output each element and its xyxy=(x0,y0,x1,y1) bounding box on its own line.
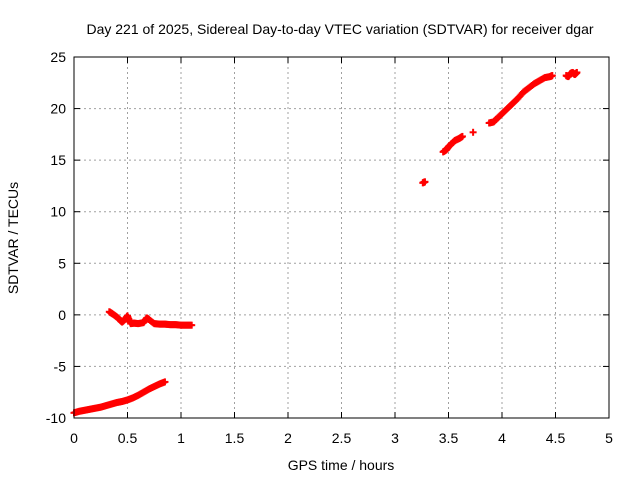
data-point xyxy=(548,72,556,80)
x-tick-label: 3 xyxy=(391,430,399,446)
chart-title: Day 221 of 2025, Sidereal Day-to-day VTE… xyxy=(86,21,593,37)
x-tick-label: 2.5 xyxy=(332,430,352,446)
y-tick-label: 10 xyxy=(50,204,66,220)
y-tick-labels: -10 -5 0 5 10 15 20 25 xyxy=(46,49,66,426)
y-tick-label: 15 xyxy=(50,152,66,168)
x-tick-label: 0 xyxy=(70,430,78,446)
y-tick-label: -5 xyxy=(54,358,67,374)
tick-marks xyxy=(73,56,610,419)
data-points xyxy=(70,68,581,417)
y-tick-label: -10 xyxy=(46,410,66,426)
y-tick-label: 5 xyxy=(58,255,66,271)
data-point xyxy=(573,68,581,76)
x-tick-label: 4.5 xyxy=(546,430,566,446)
data-point xyxy=(421,178,429,186)
x-tick-label: 3.5 xyxy=(439,430,459,446)
x-tick-labels: 0 0.5 1 1.5 2 2.5 3 3.5 4 4.5 5 xyxy=(70,430,613,446)
x-axis-label: GPS time / hours xyxy=(288,457,395,473)
data-point xyxy=(458,132,466,140)
data-point xyxy=(469,128,477,136)
data-point xyxy=(161,378,169,386)
x-tick-label: 2 xyxy=(284,430,292,446)
y-tick-label: 20 xyxy=(50,101,66,117)
x-tick-label: 5 xyxy=(605,430,613,446)
y-axis-label: SDTVAR / TECUs xyxy=(5,182,21,294)
x-tick-label: 0.5 xyxy=(118,430,138,446)
data-point xyxy=(188,321,196,329)
y-tick-label: 25 xyxy=(50,49,66,65)
x-tick-label: 1.5 xyxy=(225,430,245,446)
x-tick-label: 1 xyxy=(177,430,185,446)
x-tick-label: 4 xyxy=(498,430,506,446)
y-tick-label: 0 xyxy=(58,307,66,323)
